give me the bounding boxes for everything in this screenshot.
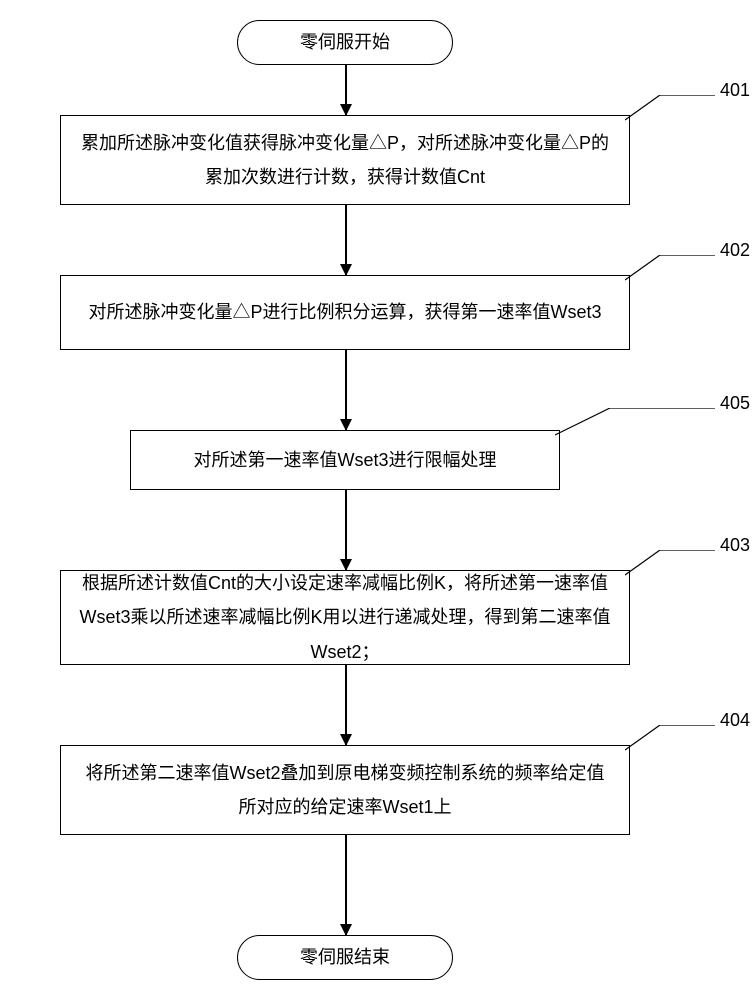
callout-line-404 [625, 725, 715, 755]
label-402: 402 [720, 240, 750, 261]
callout-line-405 [555, 408, 715, 438]
callout-line-402 [625, 255, 715, 285]
flowchart-canvas: 零伺服开始 累加所述脉冲变化值获得脉冲变化量△P，对所述脉冲变化量△P的累加次数… [0, 0, 756, 1000]
process-405: 对所述第一速率值Wset3进行限幅处理 [130, 430, 560, 490]
label-404: 404 [720, 710, 750, 731]
process-402: 对所述脉冲变化量△P进行比例积分运算，获得第一速率值Wset3 [60, 275, 630, 350]
process-401: 累加所述脉冲变化值获得脉冲变化量△P，对所述脉冲变化量△P的累加次数进行计数，获… [60, 115, 630, 205]
terminator-start: 零伺服开始 [237, 20, 453, 65]
process-405-text: 对所述第一速率值Wset3进行限幅处理 [193, 443, 496, 477]
arrow-404-to-end [345, 835, 347, 935]
process-401-text: 累加所述脉冲变化值获得脉冲变化量△P，对所述脉冲变化量△P的累加次数进行计数，获… [79, 126, 611, 194]
label-401: 401 [720, 80, 750, 101]
process-402-text: 对所述脉冲变化量△P进行比例积分运算，获得第一速率值Wset3 [88, 295, 601, 329]
terminator-end-label: 零伺服结束 [300, 940, 390, 974]
arrow-401-to-402 [345, 205, 347, 275]
callout-line-403 [625, 550, 715, 580]
arrow-405-to-403 [345, 490, 347, 570]
process-404-text: 将所述第二速率值Wset2叠加到原电梯变频控制系统的频率给定值所对应的给定速率W… [79, 756, 611, 824]
terminator-start-label: 零伺服开始 [300, 25, 390, 59]
arrow-402-to-405 [345, 350, 347, 430]
process-404: 将所述第二速率值Wset2叠加到原电梯变频控制系统的频率给定值所对应的给定速率W… [60, 745, 630, 835]
label-403: 403 [720, 535, 750, 556]
arrow-start-to-401 [345, 65, 347, 115]
label-405: 405 [720, 393, 750, 414]
process-403-text: 根据所述计数值Cnt的大小设定速率减幅比例K，将所述第一速率值Wset3乘以所述… [79, 566, 611, 669]
process-403: 根据所述计数值Cnt的大小设定速率减幅比例K，将所述第一速率值Wset3乘以所述… [60, 570, 630, 665]
arrow-403-to-404 [345, 665, 347, 745]
callout-line-401 [625, 95, 715, 125]
terminator-end: 零伺服结束 [237, 935, 453, 980]
